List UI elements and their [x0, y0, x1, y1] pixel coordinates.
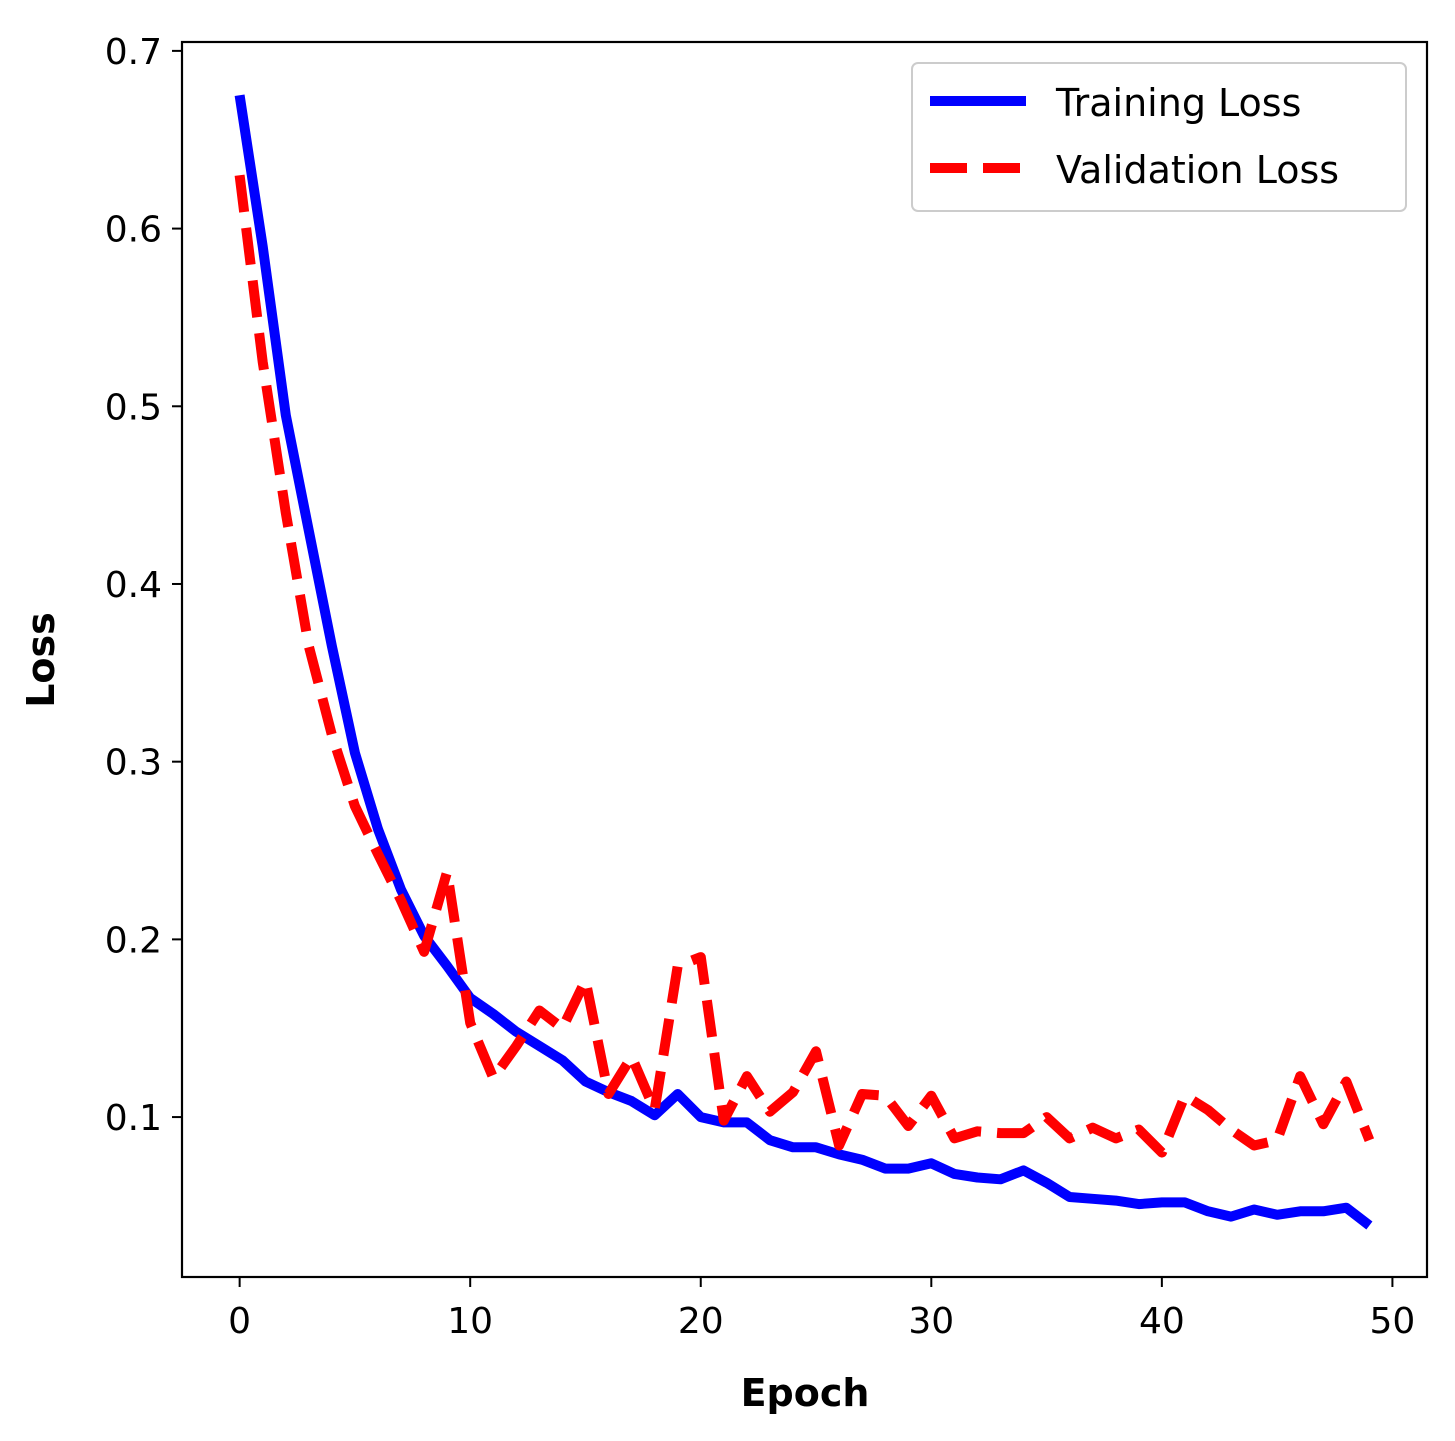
series-layer — [234, 94, 1375, 1230]
legend-box — [911, 62, 1407, 212]
y-tick-label: 0.7 — [105, 32, 162, 73]
x-tick-label: 10 — [447, 1301, 493, 1342]
x-axis-label: Epoch — [741, 1371, 870, 1415]
legend-training-label: Training Loss — [1055, 81, 1301, 125]
y-tick-label: 0.4 — [105, 565, 162, 606]
y-tick-label: 0.2 — [105, 920, 162, 961]
series-line-validation-loss — [234, 174, 1375, 1158]
x-tick-label: 50 — [1370, 1301, 1416, 1342]
x-axis-ticks: 0 10 20 30 40 50 — [228, 1277, 1415, 1342]
x-tick-label: 40 — [1139, 1301, 1185, 1342]
y-axis-label: Loss — [19, 612, 63, 708]
plot-frame — [180, 40, 1429, 1279]
x-tick-label: 20 — [678, 1301, 724, 1342]
y-tick-label: 0.1 — [105, 1098, 162, 1139]
legend-validation-label: Validation Loss — [1056, 148, 1339, 192]
plot-area — [182, 42, 1427, 1277]
y-tick-label: 0.5 — [105, 387, 162, 428]
y-axis-ticks: 0.1 0.2 0.3 0.4 0.5 0.6 0.7 — [105, 32, 182, 1139]
x-tick-label: 0 — [228, 1301, 251, 1342]
legend: Training Loss Validation Loss — [911, 62, 1407, 212]
x-tick-label: 30 — [908, 1301, 954, 1342]
y-tick-label: 0.6 — [105, 210, 162, 251]
y-tick-label: 0.3 — [105, 743, 162, 784]
